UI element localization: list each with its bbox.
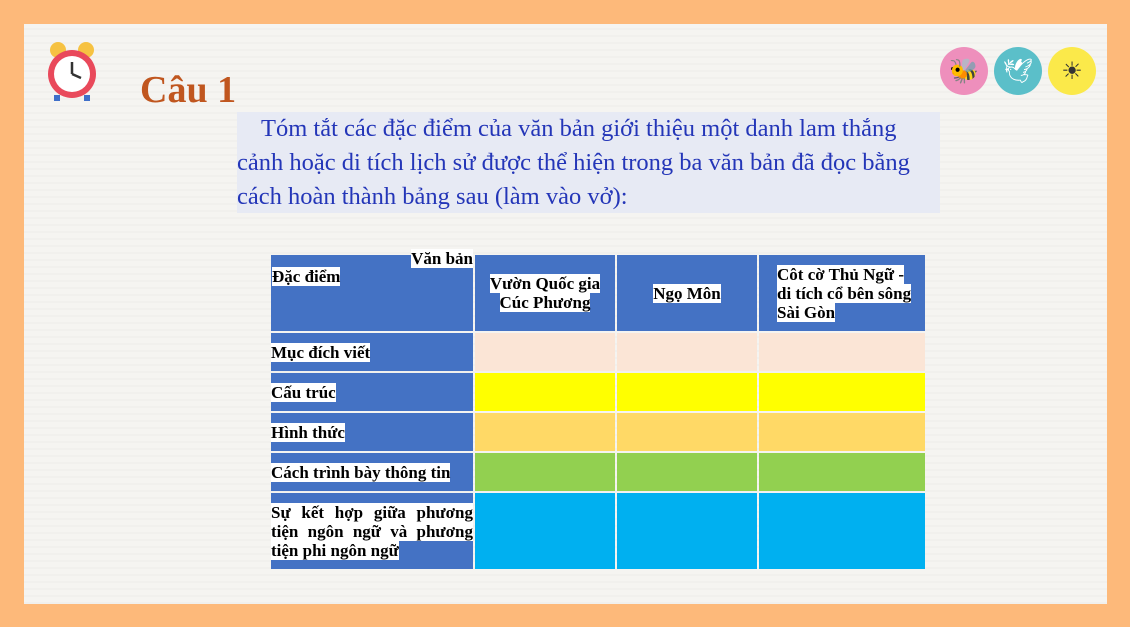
summary-table: Văn bản Đặc điểm Vườn Quốc gia Cúc Phươn… bbox=[269, 249, 927, 571]
corner-top-label: Văn bản bbox=[411, 249, 473, 268]
table-row: Cách trình bày thông tin bbox=[271, 453, 925, 491]
row-label-cell: Cấu trúc bbox=[271, 373, 473, 411]
answer-cell[interactable] bbox=[617, 333, 757, 371]
sun-icon: ☀ bbox=[1048, 47, 1096, 95]
row-label-cell: Cách trình bày thông tin bbox=[271, 453, 473, 491]
answer-cell[interactable] bbox=[759, 333, 925, 371]
table-row: Cấu trúc bbox=[271, 373, 925, 411]
answer-cell[interactable] bbox=[475, 373, 615, 411]
table-row: Hình thức bbox=[271, 413, 925, 451]
answer-cell[interactable] bbox=[475, 493, 615, 569]
answer-cell[interactable] bbox=[617, 373, 757, 411]
alarm-clock-icon bbox=[48, 42, 96, 101]
dove-icon: 🕊 bbox=[994, 47, 1042, 95]
answer-cell[interactable] bbox=[475, 413, 615, 451]
column-header: Côt cờ Thủ Ngữ - di tích cổ bên sông Sài… bbox=[759, 255, 925, 331]
corner-header-cell: Văn bản Đặc điểm bbox=[271, 249, 473, 331]
answer-cell[interactable] bbox=[475, 333, 615, 371]
answer-cell[interactable] bbox=[617, 413, 757, 451]
answer-cell[interactable] bbox=[759, 413, 925, 451]
table-row: Sự kết hợp giữa phương tiện ngôn ngữ và … bbox=[271, 493, 925, 569]
answer-cell[interactable] bbox=[759, 453, 925, 491]
answer-cell[interactable] bbox=[759, 493, 925, 569]
row-label-cell: Hình thức bbox=[271, 413, 473, 451]
column-header: Ngọ Môn bbox=[617, 255, 757, 331]
answer-cell[interactable] bbox=[617, 453, 757, 491]
row-label-cell: Mục đích viết bbox=[271, 333, 473, 371]
bee-icon: 🐝 bbox=[940, 47, 988, 95]
column-header: Vườn Quốc gia Cúc Phương bbox=[475, 255, 615, 331]
question-title: Câu 1 bbox=[140, 69, 237, 111]
row-label-cell: Sự kết hợp giữa phương tiện ngôn ngữ và … bbox=[271, 493, 473, 569]
answer-cell[interactable] bbox=[759, 373, 925, 411]
instruction-text: Tóm tắt các đặc điểm của văn bản giới th… bbox=[237, 112, 940, 213]
answer-cell[interactable] bbox=[617, 493, 757, 569]
table-row: Mục đích viết bbox=[271, 333, 925, 371]
corner-left-label: Đặc điểm bbox=[272, 267, 341, 286]
answer-cell[interactable] bbox=[475, 453, 615, 491]
